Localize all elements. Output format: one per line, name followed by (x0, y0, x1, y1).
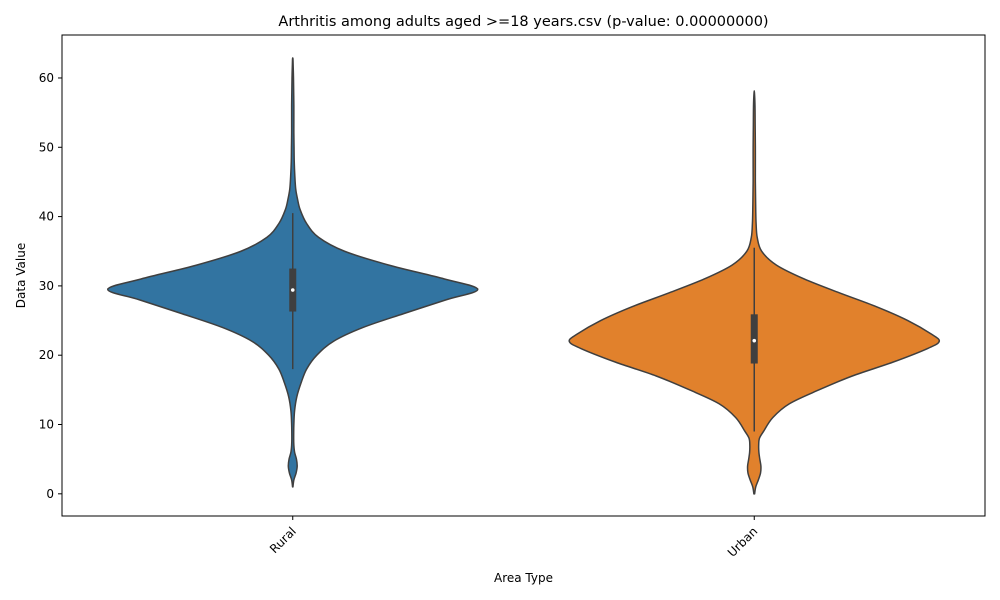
y-tick-label: 20 (39, 348, 54, 362)
y-tick-label: 30 (39, 279, 54, 293)
chart-title: Arthritis among adults aged >=18 years.c… (278, 14, 768, 30)
y-tick-label: 60 (39, 71, 54, 85)
y-tick-label: 40 (39, 210, 54, 224)
violin-layer (107, 57, 941, 495)
y-axis-label: Data Value (14, 243, 28, 308)
median-marker-rural (290, 288, 295, 292)
x-axis: Rural Urban (267, 516, 760, 560)
x-axis-label: Area Type (494, 571, 553, 585)
y-tick-label: 10 (39, 418, 54, 432)
y-axis: 0 10 20 30 40 50 60 (39, 71, 62, 501)
y-tick-label: 50 (39, 140, 54, 154)
y-tick-label: 0 (46, 487, 54, 501)
x-tick-label-rural: Rural (267, 524, 299, 556)
plot-area-frame (61, 34, 986, 517)
x-tick-label-urban: Urban (725, 524, 761, 560)
median-marker-urban (752, 338, 757, 343)
